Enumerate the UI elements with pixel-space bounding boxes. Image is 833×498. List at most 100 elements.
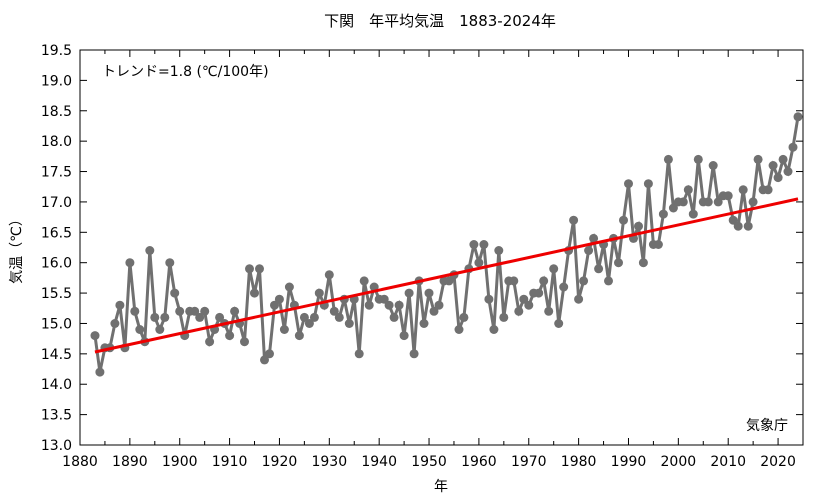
- data-point: [309, 312, 319, 322]
- data-point: [524, 300, 534, 310]
- y-tick-label: 19.0: [41, 73, 72, 89]
- data-point: [274, 294, 284, 304]
- data-point: [225, 331, 235, 341]
- data-point: [245, 264, 254, 274]
- data-point: [409, 349, 419, 359]
- data-point: [160, 312, 170, 322]
- x-tick-label: 2010: [710, 454, 746, 470]
- series-line: [93, 116, 800, 373]
- data-point: [638, 258, 648, 268]
- y-tick-label: 17.5: [41, 165, 72, 181]
- plot-area-frame: [79, 49, 804, 446]
- y-tick-label: 14.0: [41, 377, 72, 393]
- x-tick-label: 1960: [461, 454, 497, 470]
- x-axis: 1880 1890 1900 1910 1920 1930 1940 1950 1960 1970…: [62, 50, 804, 470]
- data-point: [733, 221, 743, 231]
- data-point: [155, 325, 165, 334]
- data-point: [594, 264, 604, 274]
- y-tick-label: 14.5: [41, 347, 72, 363]
- data-point: [230, 306, 240, 316]
- data-point: [589, 233, 599, 243]
- data-point: [195, 312, 205, 322]
- trend-annotation: トレンド=1.8 (℃/100年): [102, 64, 269, 80]
- y-tick-label: 18.0: [41, 134, 72, 150]
- data-point: [479, 240, 489, 249]
- y-tick-label: 16.0: [41, 256, 72, 272]
- data-point: [713, 197, 723, 207]
- data-point: [265, 349, 274, 359]
- x-tick-label: 1970: [511, 454, 547, 470]
- data-point: [708, 161, 718, 170]
- data-point: [614, 258, 623, 268]
- data-point: [334, 312, 344, 322]
- data-point: [559, 282, 569, 292]
- chart-title: 下関 年平均気温 1883-2024年: [324, 12, 556, 30]
- data-point: [723, 191, 733, 201]
- data-point: [434, 300, 444, 310]
- data-point: [778, 154, 788, 164]
- data-point: [469, 240, 479, 249]
- x-tick-label: 1900: [162, 454, 198, 470]
- x-tick-label: 2000: [661, 454, 697, 470]
- x-tick-label: 1890: [112, 454, 148, 470]
- data-point: [419, 319, 429, 328]
- data-point: [304, 319, 314, 328]
- data-point: [484, 294, 494, 304]
- y-tick-label: 19.5: [41, 43, 72, 59]
- data-point: [444, 276, 454, 286]
- data-point: [738, 185, 748, 195]
- data-point: [364, 300, 374, 310]
- data-point: [354, 349, 364, 359]
- data-point: [494, 246, 504, 255]
- data-point: [170, 288, 180, 298]
- data-point: [768, 161, 778, 170]
- data-point: [424, 288, 434, 298]
- data-point: [165, 258, 175, 268]
- data-point: [703, 197, 713, 207]
- data-point: [215, 312, 225, 322]
- data-point: [190, 306, 200, 316]
- data-point: [579, 276, 589, 286]
- data-point: [429, 306, 439, 316]
- data-point: [678, 197, 688, 207]
- data-point: [574, 294, 584, 304]
- data-point: [743, 221, 753, 231]
- data-point: [145, 246, 155, 255]
- data-point: [255, 264, 264, 274]
- data-point: [534, 288, 544, 298]
- data-point: [474, 258, 484, 268]
- y-tick-label: 17.0: [41, 195, 72, 211]
- data-point: [314, 288, 324, 298]
- data-point: [394, 300, 404, 310]
- data-point: [793, 112, 803, 122]
- data-point: [175, 306, 185, 316]
- data-point: [604, 276, 613, 286]
- data-point: [748, 197, 758, 207]
- data-point: [95, 367, 105, 377]
- x-tick-label: 1880: [62, 454, 98, 470]
- data-point: [549, 264, 559, 274]
- data-point: [624, 179, 633, 189]
- x-tick-label: 1930: [311, 454, 347, 470]
- data-point: [569, 215, 579, 225]
- data-point: [663, 154, 673, 164]
- data-point: [260, 355, 269, 365]
- x-axis-label: 年: [434, 479, 448, 495]
- data-point: [125, 258, 135, 268]
- data-point: [668, 203, 678, 213]
- trend-line: [94, 197, 799, 354]
- y-tick-label: 15.5: [41, 286, 72, 302]
- data-point: [270, 300, 279, 310]
- data-point: [115, 300, 125, 310]
- series-points: [90, 112, 803, 377]
- x-tick-label: 1920: [262, 454, 298, 470]
- data-point: [250, 288, 259, 298]
- data-point: [514, 306, 524, 316]
- data-point: [205, 337, 215, 347]
- data-point: [643, 179, 653, 189]
- data-point: [399, 331, 409, 341]
- x-tick-label: 1990: [611, 454, 647, 470]
- data-point: [110, 319, 120, 328]
- data-point: [329, 306, 339, 316]
